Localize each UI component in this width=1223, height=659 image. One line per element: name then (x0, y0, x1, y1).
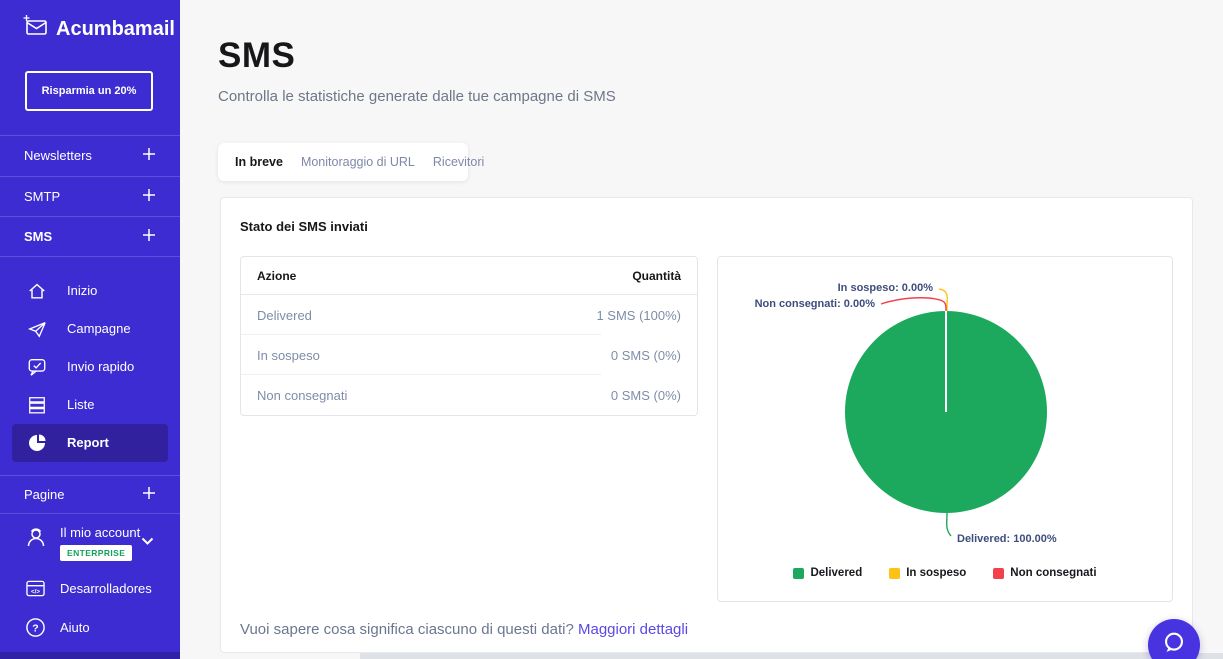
brand-logo[interactable]: Acumbamail (0, 0, 180, 44)
sidebar: Acumbamail Risparmia un 20% Newsletters … (0, 0, 180, 659)
brand-name: Acumbamail (56, 17, 175, 40)
sidebar-item-account[interactable]: Il mio account ENTERPRISE (0, 514, 180, 569)
envelope-icon (22, 14, 49, 44)
chat-bubble-icon (1159, 628, 1189, 659)
row-quantity: 0 SMS (0%) (610, 347, 681, 363)
callout-delivered: Delivered: 100.00% (957, 533, 1057, 545)
row-action: Delivered (257, 307, 312, 323)
column-quantita: Quantità (632, 268, 681, 283)
subnav-label: Campagne (67, 321, 131, 336)
subnav-label: Invio rapido (67, 359, 135, 374)
legend-swatch-yellow (889, 567, 901, 579)
chart-legend: Delivered In sospeso Non consegnati (718, 567, 1172, 579)
help-icon: ? (24, 617, 46, 638)
plus-icon (142, 188, 156, 205)
legend-item-delivered[interactable]: Delivered (793, 567, 862, 579)
sidebar-subnav: Inizio Campagne Invio rapido Liste Repor… (0, 257, 180, 475)
nav-label: Newsletters (24, 148, 92, 164)
tab-in-breve[interactable]: In breve (235, 155, 283, 169)
legend-label: In sospeso (906, 567, 967, 579)
sms-status-table: Azione Quantità Delivered 1 SMS (100%) I… (240, 256, 698, 416)
card-panels: Azione Quantità Delivered 1 SMS (100%) I… (240, 256, 1173, 602)
svg-text:</>: </> (31, 588, 40, 595)
lists-icon (26, 395, 48, 415)
legend-swatch-green (793, 567, 805, 579)
nav-label: Pagine (24, 486, 65, 502)
nav-label: SMTP (24, 188, 61, 204)
sidebar-item-pagine[interactable]: Pagine (0, 474, 180, 514)
pie-chart-icon (26, 433, 48, 453)
sidebar-item-inizio[interactable]: Inizio (0, 272, 180, 310)
callout-non-consegnati: Non consegnati: 0.00% (754, 298, 875, 310)
nav-label: Aiuto (60, 619, 90, 635)
row-quantity: 0 SMS (0%) (610, 387, 681, 403)
legend-label: Delivered (810, 567, 863, 579)
sidebar-item-sms[interactable]: SMS (0, 216, 180, 257)
subnav-label: Report (67, 435, 109, 450)
card-title: Stato dei SMS inviati (240, 219, 368, 234)
sidebar-item-aiuto[interactable]: ? Aiuto (0, 608, 180, 647)
table-row: Delivered 1 SMS (100%) (241, 295, 697, 335)
sidebar-item-campagne[interactable]: Campagne (0, 310, 180, 348)
tabs-bar: In breve Monitoraggio di URL Ricevitori (218, 143, 484, 181)
sidebar-item-newsletters[interactable]: Newsletters (0, 135, 180, 176)
table-row: Non consegnati 0 SMS (0%) (241, 375, 697, 415)
column-azione: Azione (257, 268, 297, 283)
account-info: Il mio account ENTERPRISE (60, 525, 140, 561)
sidebar-item-smtp[interactable]: SMTP (0, 175, 180, 217)
sidebar-item-desarrolladores[interactable]: </> Desarrolladores (0, 569, 180, 608)
main-content: SMS Controlla le statistiche generate da… (180, 0, 1223, 659)
bottom-edge-strip (360, 653, 1223, 659)
account-label: Il mio account (60, 524, 141, 540)
table-header: Azione Quantità (241, 257, 697, 295)
quick-send-icon (26, 357, 48, 377)
subnav-label: Inizio (67, 283, 98, 298)
plus-icon (142, 486, 156, 503)
row-action: Non consegnati (257, 387, 348, 403)
sidebar-item-invio-rapido[interactable]: Invio rapido (0, 348, 180, 386)
sidebar-item-liste[interactable]: Liste (0, 386, 180, 424)
plan-badge: ENTERPRISE (60, 544, 133, 561)
chat-fab-button[interactable] (1148, 619, 1200, 659)
legend-label: Non consegnati (1010, 567, 1097, 579)
promo-button[interactable]: Risparmia un 20% (25, 71, 153, 111)
legend-item-non-consegnati[interactable]: Non consegnati (993, 567, 1097, 579)
nav-label: Desarrolladores (60, 580, 152, 596)
page-subtitle: Controlla le statistiche generate dalle … (218, 88, 616, 105)
chevron-down-icon[interactable] (141, 533, 154, 551)
tab-monitoraggio-url[interactable]: Monitoraggio di URL (300, 155, 415, 169)
plus-icon (142, 228, 156, 245)
pie-zero-slices-divider (945, 311, 947, 412)
paper-plane-icon (26, 319, 48, 339)
callout-in-sospeso: In sospeso: 0.00% (837, 282, 933, 294)
plus-icon (142, 147, 156, 164)
footer-question: Vuoi sapere cosa significa ciascuno di q… (240, 621, 574, 638)
tab-ricevitori[interactable]: Ricevitori (432, 155, 485, 169)
svg-text:?: ? (32, 622, 38, 634)
user-icon (25, 525, 47, 561)
card-footer: Vuoi sapere cosa significa ciascuno di q… (240, 621, 688, 638)
sidebar-nav: Newsletters SMTP SMS (0, 135, 180, 257)
subnav-label: Liste (67, 397, 95, 412)
page-title: SMS (218, 36, 296, 75)
legend-item-in-sospeso[interactable]: In sospeso (889, 567, 966, 579)
home-icon (26, 281, 48, 301)
code-browser-icon: </> (24, 579, 46, 598)
row-quantity: 1 SMS (100%) (596, 307, 681, 323)
legend-swatch-red (993, 567, 1005, 579)
row-action: In sospeso (257, 347, 320, 363)
nav-label: SMS (24, 228, 53, 244)
sms-status-card: Stato dei SMS inviati Azione Quantità De… (220, 197, 1193, 653)
more-details-link[interactable]: Maggiori dettagli (577, 621, 689, 638)
table-row: In sospeso 0 SMS (0%) (241, 335, 697, 375)
sidebar-item-report[interactable]: Report (12, 423, 168, 462)
sms-status-pie-chart: In sospeso: 0.00% Non consegnati: 0.00% … (717, 256, 1173, 602)
